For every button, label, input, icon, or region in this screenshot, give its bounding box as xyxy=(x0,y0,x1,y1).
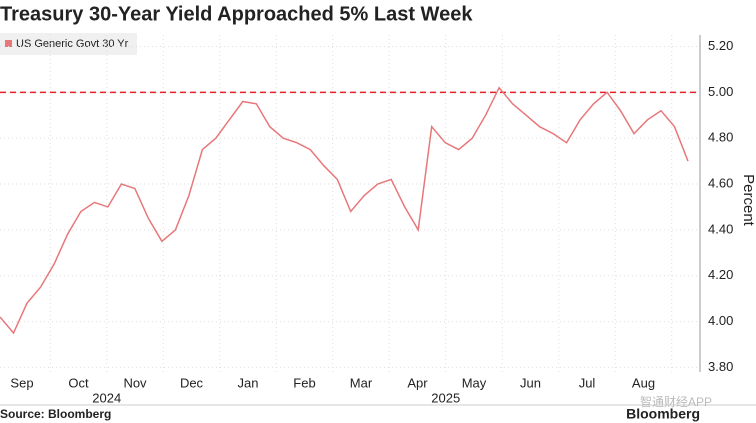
x-tick-label: Sep xyxy=(10,375,33,390)
watermark: 智通财经APP xyxy=(640,394,712,409)
y-tick-label: 4.60 xyxy=(708,175,733,190)
y-tick-label: 5.00 xyxy=(708,84,733,99)
legend-box xyxy=(0,33,137,55)
x-tick-label: Jan xyxy=(238,375,259,390)
source: Source: Bloomberg xyxy=(0,407,111,421)
x-tick-label: Jun xyxy=(520,375,541,390)
chart-title: Treasury 30-Year Yield Approached 5% Las… xyxy=(0,3,473,25)
x-tick-label: Mar xyxy=(350,375,373,390)
y-axis-label: Percent xyxy=(740,174,756,227)
y-tick-label: 4.80 xyxy=(708,130,733,145)
x-tick-label: Jul xyxy=(579,375,596,390)
y-tick-label: 4.40 xyxy=(708,221,733,236)
x-tick-label: Oct xyxy=(68,375,89,390)
y-tick-label: 5.20 xyxy=(708,38,733,53)
y-tick-label: 4.20 xyxy=(708,267,733,282)
x-tick-label: Aug xyxy=(632,375,655,390)
x-tick-label: Apr xyxy=(407,375,428,390)
x-tick-label: Nov xyxy=(123,375,147,390)
y-tick-label: 3.80 xyxy=(708,359,733,374)
year-label: 2024 xyxy=(92,390,121,405)
legend-label: US Generic Govt 30 Yr xyxy=(16,38,129,50)
y-tick-label: 4.00 xyxy=(708,313,733,328)
x-tick-label: May xyxy=(462,375,487,390)
x-tick-label: Dec xyxy=(180,375,204,390)
legend-swatch xyxy=(5,40,12,47)
x-tick-label: Feb xyxy=(293,375,315,390)
year-label: 2025 xyxy=(431,390,460,405)
series-line xyxy=(0,86,689,335)
logo: Bloomberg xyxy=(626,406,700,422)
